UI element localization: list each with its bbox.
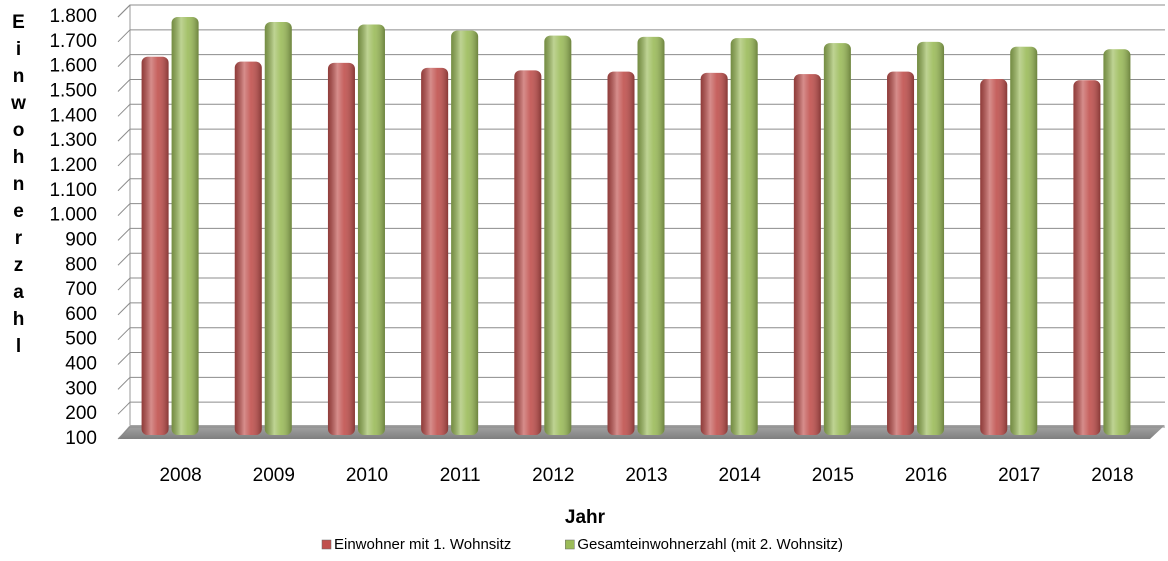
bar [421, 67, 449, 435]
y-tick-label: 100 [65, 428, 97, 449]
bar-shine [1010, 46, 1038, 435]
bar [730, 38, 758, 435]
legend-label: Einwohner mit 1. Wohnsitz [334, 536, 511, 553]
bar [327, 62, 355, 436]
bar [637, 36, 665, 435]
y-tick-label: 1.300 [49, 130, 97, 151]
y-tick-label: 1.200 [49, 155, 97, 176]
y-tick-label: 900 [65, 229, 97, 250]
x-tick-label: 2016 [905, 465, 947, 486]
y-tick-label: 400 [65, 354, 97, 375]
grid-line [117, 29, 1165, 43]
bar-shine [1073, 80, 1101, 436]
bar [793, 74, 821, 435]
bar [264, 21, 292, 435]
y-axis-title: Einwohnerzahl [8, 12, 29, 363]
bar-shine [264, 21, 292, 435]
bar-shine [451, 30, 479, 435]
bar-shine [544, 35, 572, 435]
bar [514, 70, 542, 435]
x-tick-label: 2015 [812, 465, 854, 486]
grid-line [117, 4, 1165, 18]
bar-shine [607, 71, 635, 436]
bar [917, 41, 945, 436]
x-tick-label: 2012 [532, 465, 574, 486]
y-tick-label: 1.600 [49, 56, 97, 77]
x-tick-label: 2010 [346, 465, 388, 486]
legend-swatch [565, 539, 575, 550]
bar [1103, 49, 1131, 435]
x-tick-label: 2011 [440, 465, 481, 486]
x-tick-label: 2009 [253, 465, 295, 486]
y-tick-label: 1.000 [49, 205, 97, 226]
bar-shine [793, 74, 821, 435]
bar [1073, 80, 1101, 436]
y-tick-label: 600 [65, 304, 97, 325]
bar-shine [917, 41, 945, 436]
y-tick-label: 1.800 [49, 6, 97, 27]
x-tick-label: 2017 [998, 465, 1040, 486]
x-tick-label: 2018 [1091, 465, 1133, 486]
legend-swatch [321, 539, 332, 550]
x-tick-label: 2013 [625, 465, 667, 486]
y-tick-label: 1.100 [49, 180, 97, 201]
bar-shine [730, 38, 758, 435]
bar-shine [980, 79, 1008, 435]
bar [700, 72, 728, 436]
bar [980, 79, 1008, 435]
bar-shine [141, 56, 169, 435]
grid-line [117, 54, 1165, 68]
bar-shine [887, 71, 915, 436]
bar [357, 24, 385, 436]
bar-shine [637, 36, 665, 435]
bar-shine [327, 62, 355, 436]
bar-shine [1103, 49, 1131, 435]
bar-shine [357, 24, 385, 436]
bar [544, 35, 572, 435]
x-axis-title: Jahr [565, 507, 606, 528]
bar-shine [514, 70, 542, 435]
legend-label: Gesamteinwohnerzahl (mit 2. Wohnsitz) [577, 536, 843, 553]
y-tick-label: 1.500 [49, 80, 97, 101]
bar [141, 56, 169, 435]
bar [823, 43, 851, 436]
y-tick-label: 200 [65, 403, 97, 424]
y-tick-label: 500 [65, 329, 97, 350]
bar [451, 30, 479, 435]
x-tick-label: 2008 [159, 465, 201, 486]
bar-shine [700, 72, 728, 436]
bar-shine [234, 61, 262, 436]
bar-shine [421, 67, 449, 435]
y-tick-label: 1.700 [49, 31, 97, 52]
bar [887, 71, 915, 436]
y-tick-label: 1.400 [49, 105, 97, 126]
bar [171, 17, 199, 435]
y-tick-label: 800 [65, 254, 97, 275]
bar [607, 71, 635, 436]
bar-shine [823, 43, 851, 436]
y-tick-label: 700 [65, 279, 97, 300]
bar-shine [171, 17, 199, 435]
x-tick-label: 2014 [719, 465, 762, 486]
bar [234, 61, 262, 436]
y-tick-label: 300 [65, 378, 97, 399]
bar [1010, 46, 1038, 435]
